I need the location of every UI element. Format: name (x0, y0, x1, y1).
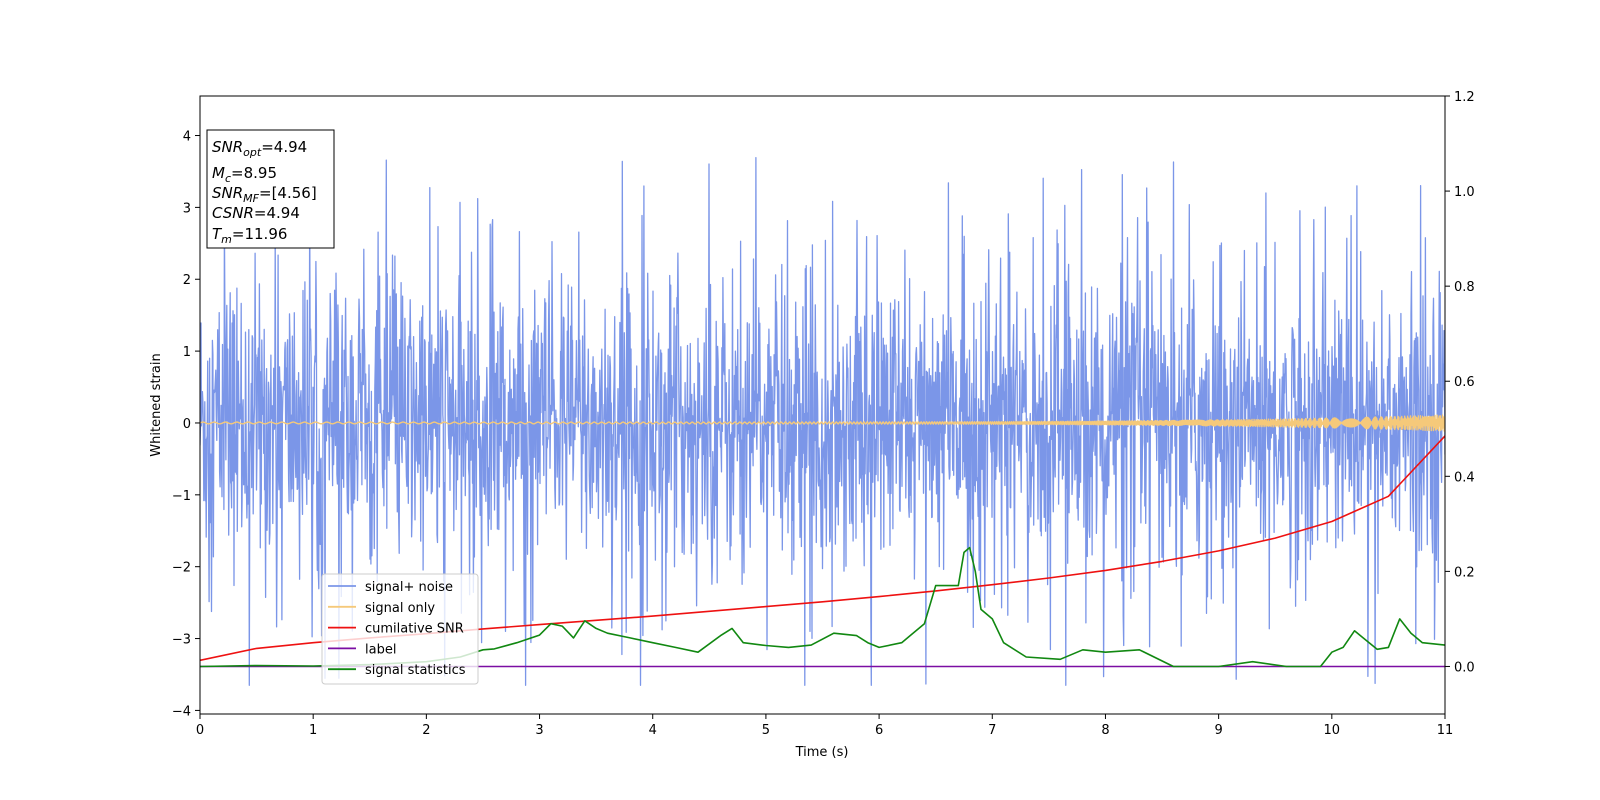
y2-tick-label: 0.4 (1454, 470, 1475, 485)
legend-label: signal only (365, 601, 435, 616)
y-tick-label: 0 (183, 417, 191, 432)
annotation-line: CSNR=4.94 (212, 204, 300, 222)
y2-tick-label: 0.2 (1454, 565, 1475, 580)
series-line (200, 546, 1445, 668)
x-tick-label: 11 (1437, 723, 1454, 738)
x-tick-label: 7 (988, 723, 996, 738)
annotation-symbol: T (212, 225, 223, 243)
x-tick-label: 5 (762, 723, 770, 738)
y-tick-label: −4 (172, 704, 191, 719)
annotation-box: SNRopt=4.94Mc=8.95SNRMF=[4.56]CSNR=4.94T… (206, 129, 335, 249)
annotation-value: =8.95 (231, 164, 277, 182)
x-tick-label: 10 (1324, 723, 1341, 738)
legend-label: cumilative SNR (365, 622, 464, 637)
annotation-symbol: SNR (212, 138, 243, 156)
y2-tick-label: 0.6 (1454, 375, 1475, 390)
annotation-subscript: MF (243, 192, 259, 205)
annotation-symbol: M (212, 164, 225, 182)
annotation-line: SNRopt=4.94 (212, 138, 307, 159)
annotation-line: SNRMF=[4.56] (212, 184, 317, 205)
series-line (200, 157, 1445, 686)
y-tick-label: −1 (172, 489, 191, 504)
annotation-symbol: SNR (212, 184, 243, 202)
annotation-subscript: opt (243, 146, 262, 159)
annotation-subscript: m (221, 233, 232, 246)
x-tick-label: 3 (535, 723, 543, 738)
axes-frame (199, 95, 1446, 715)
y-tick-label: 2 (183, 273, 191, 288)
y2-tick-label: 0.0 (1454, 660, 1475, 675)
legend-label: signal statistics (365, 663, 466, 678)
legend-label: signal+ noise (365, 580, 453, 595)
annotation-value: =4.94 (261, 138, 307, 156)
annotation-value: =4.94 (254, 204, 300, 222)
annotation-frame (206, 129, 335, 249)
annotation-symbol: CSNR (212, 204, 254, 222)
y-axis-label: Whitened strain (149, 353, 164, 456)
annotation-value: =[4.56] (259, 184, 317, 202)
x-tick-label: 1 (309, 723, 317, 738)
axis-ticks: 0 1 2 3 4 5 6 7 8 9 10 11 −4 −3 −2 −1 0 1 2 3 4 0.0 0.2 0.4 0.6 0… (172, 90, 1475, 738)
annotation-line: Tm=11.96 (212, 225, 287, 246)
x-tick-label: 4 (649, 723, 657, 738)
y-tick-label: −3 (172, 633, 191, 648)
x-tick-label: 9 (1214, 723, 1222, 738)
y-tick-label: −2 (172, 561, 191, 576)
y-tick-label: 3 (183, 201, 191, 216)
series-line (200, 414, 1445, 432)
annotation-subscript: c (225, 172, 231, 185)
legend-frame (321, 573, 479, 685)
x-tick-label: 2 (422, 723, 430, 738)
x-tick-label: 0 (196, 723, 204, 738)
y-tick-label: 1 (183, 345, 191, 360)
x-tick-label: 8 (1101, 723, 1109, 738)
annotation-line: Mc=8.95 (212, 164, 277, 185)
x-axis-label: Time (s) (795, 745, 849, 760)
y2-tick-label: 1.2 (1454, 90, 1475, 105)
legend: signal+ noise signal only cumilative SNR la… (321, 573, 479, 685)
y-tick-label: 4 (183, 130, 191, 145)
y2-tick-label: 0.8 (1454, 280, 1475, 295)
y2-tick-label: 1.0 (1454, 185, 1475, 200)
x-tick-label: 6 (875, 723, 883, 738)
annotation-value: =11.96 (232, 225, 288, 243)
legend-label: label (365, 642, 396, 657)
